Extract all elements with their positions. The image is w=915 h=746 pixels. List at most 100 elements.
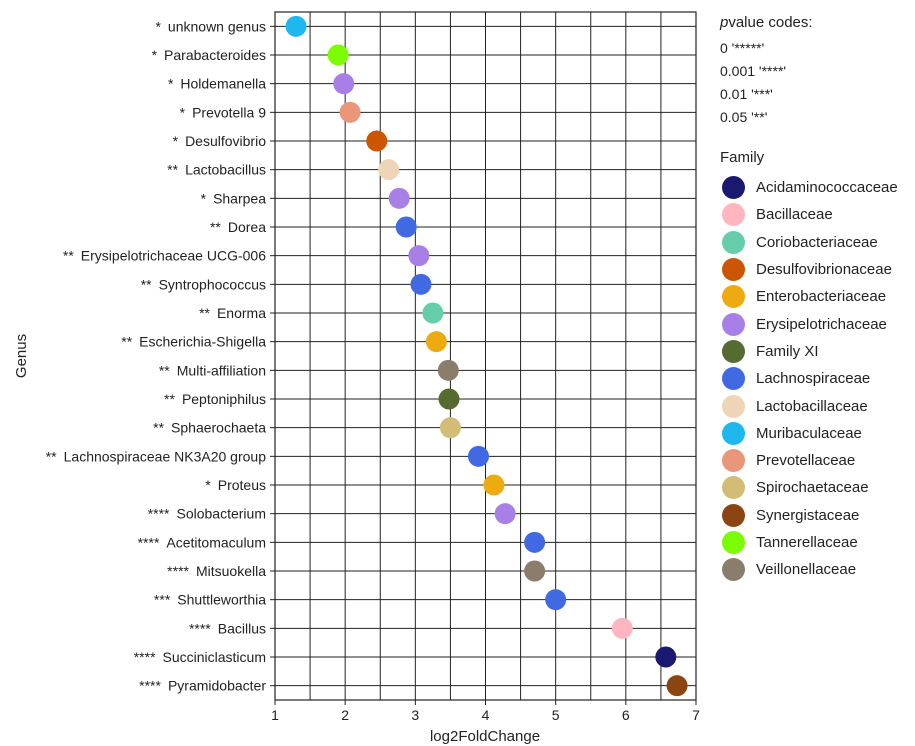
significance-stars: **** [134,649,163,665]
x-tick-label: 1 [271,707,279,723]
family-color-swatch [722,203,745,227]
pvalue-code: 0.001 '****' [720,63,787,79]
family-color-swatch [722,285,745,309]
genus-label: **** Mitsuokella [167,563,266,579]
significance-stars: ** [141,276,159,292]
family-legend-item: Desulfovibrionaceae [720,256,898,283]
family-legend-item: Acidaminococcaceae [720,174,898,201]
genus-name: Multi-affiliation [177,362,266,378]
significance-stars: * [180,104,192,120]
family-label: Coriobacteriaceae [756,233,878,251]
x-tick-label: 6 [622,707,630,723]
data-point [422,302,444,324]
genus-label: **** Succiniclasticum [134,649,266,665]
significance-stars: ** [210,219,228,235]
data-point [437,359,459,381]
pvalue-codes: 0 '*****' 0.001 '****' 0.01 '***' 0.05 '**' [720,37,898,129]
genus-name: Proteus [218,477,266,493]
significance-stars: ** [199,305,217,321]
family-label: Bacillaceae [756,206,833,224]
genus-label: ** Lactobacillus [167,162,266,178]
significance-stars: **** [138,534,167,550]
data-points [285,15,688,697]
data-point [339,101,361,123]
significance-stars: * [205,477,217,493]
significance-stars: ** [63,248,81,264]
family-label: Muribaculaceae [756,424,862,442]
family-label: Desulfovibrionaceae [756,261,892,279]
genus-name: Prevotella 9 [192,104,266,120]
significance-stars: * [168,76,180,92]
family-label: Enterobacteriaceae [756,288,887,306]
family-color-swatch [722,449,745,473]
genus-label: **** Solobacterium [148,506,266,522]
family-legend-item: Prevotellaceae [720,447,898,474]
x-tick-labels: 1 2 3 4 5 6 7 [271,700,700,723]
data-point [285,15,307,37]
genus-name: Pyramidobacter [168,678,266,694]
family-legend-item: Lachnospiraceae [720,365,898,392]
pvalue-code: 0.05 '**' [720,109,768,125]
genus-name: Acetitomaculum [166,534,266,550]
genus-name: Solobacterium [177,506,267,522]
family-color-swatch [722,421,745,445]
genus-label: ** Lachnospiraceae NK3A20 group [46,448,266,464]
data-point [524,531,546,553]
data-point [666,675,688,697]
genus-name: Escherichia-Shigella [139,334,266,350]
genus-label: ** Peptoniphilus [164,391,266,407]
data-point [467,445,489,467]
family-label: Family XI [756,342,819,360]
family-legend-item: Enterobacteriaceae [720,283,898,310]
family-legend-item: Muribaculaceae [720,420,898,447]
significance-stars: **** [167,563,196,579]
genus-name: Bacillus [218,620,266,636]
genus-name: Peptoniphilus [182,391,266,407]
family-label: Veillonellaceae [756,561,857,579]
family-color-swatch [722,258,745,282]
significance-stars: ** [153,420,171,436]
genus-label: **** Pyramidobacter [139,678,266,694]
significance-stars: * [173,133,185,149]
x-tick-label: 7 [692,707,700,723]
data-point [366,130,388,152]
family-legend-item: Tannerellaceae [720,529,898,556]
significance-stars: * [155,18,167,34]
genus-label: ** Enorma [199,305,266,321]
genus-name: Succiniclasticum [163,649,266,665]
family-legend-item: Lactobacillaceae [720,392,898,419]
genus-labels: * unknown genus* Parabacteroides* Holdem… [46,18,275,694]
data-point [439,417,461,439]
data-point [425,331,447,353]
genus-label: * Prevotella 9 [180,104,267,120]
genus-name: Mitsuokella [196,563,266,579]
family-color-swatch [722,367,745,391]
genus-label: * Sharpea [201,190,267,206]
data-point [545,589,567,611]
genus-label: **** Bacillus [189,620,266,636]
genus-name: Lachnospiraceae NK3A20 group [64,448,267,464]
data-point [395,216,417,238]
genus-label: * Desulfovibrio [173,133,267,149]
family-legend-title: Family [720,149,765,166]
genus-label: ** Escherichia-Shigella [121,334,266,350]
significance-stars: *** [154,592,177,608]
family-label: Prevotellaceae [756,452,856,470]
family-color-swatch [722,339,745,363]
genus-label: ** Erysipelotrichaceae UCG-006 [63,248,266,264]
family-legend-item: Bacillaceae [720,201,898,228]
x-tick-label: 3 [411,707,419,723]
data-point [483,474,505,496]
genus-name: Syntrophococcus [159,276,266,292]
genus-name: Holdemanella [180,76,266,92]
y-axis-label: Genus [13,334,30,378]
family-legend-item: Family XI [720,338,898,365]
genus-label: ** Multi-affiliation [159,362,266,378]
genus-label: *** Shuttleworthia [154,592,266,608]
data-point [494,503,516,525]
x-tick-label: 5 [552,707,560,723]
data-point [327,44,349,66]
genus-label: ** Dorea [210,219,266,235]
family-color-swatch [722,230,745,254]
